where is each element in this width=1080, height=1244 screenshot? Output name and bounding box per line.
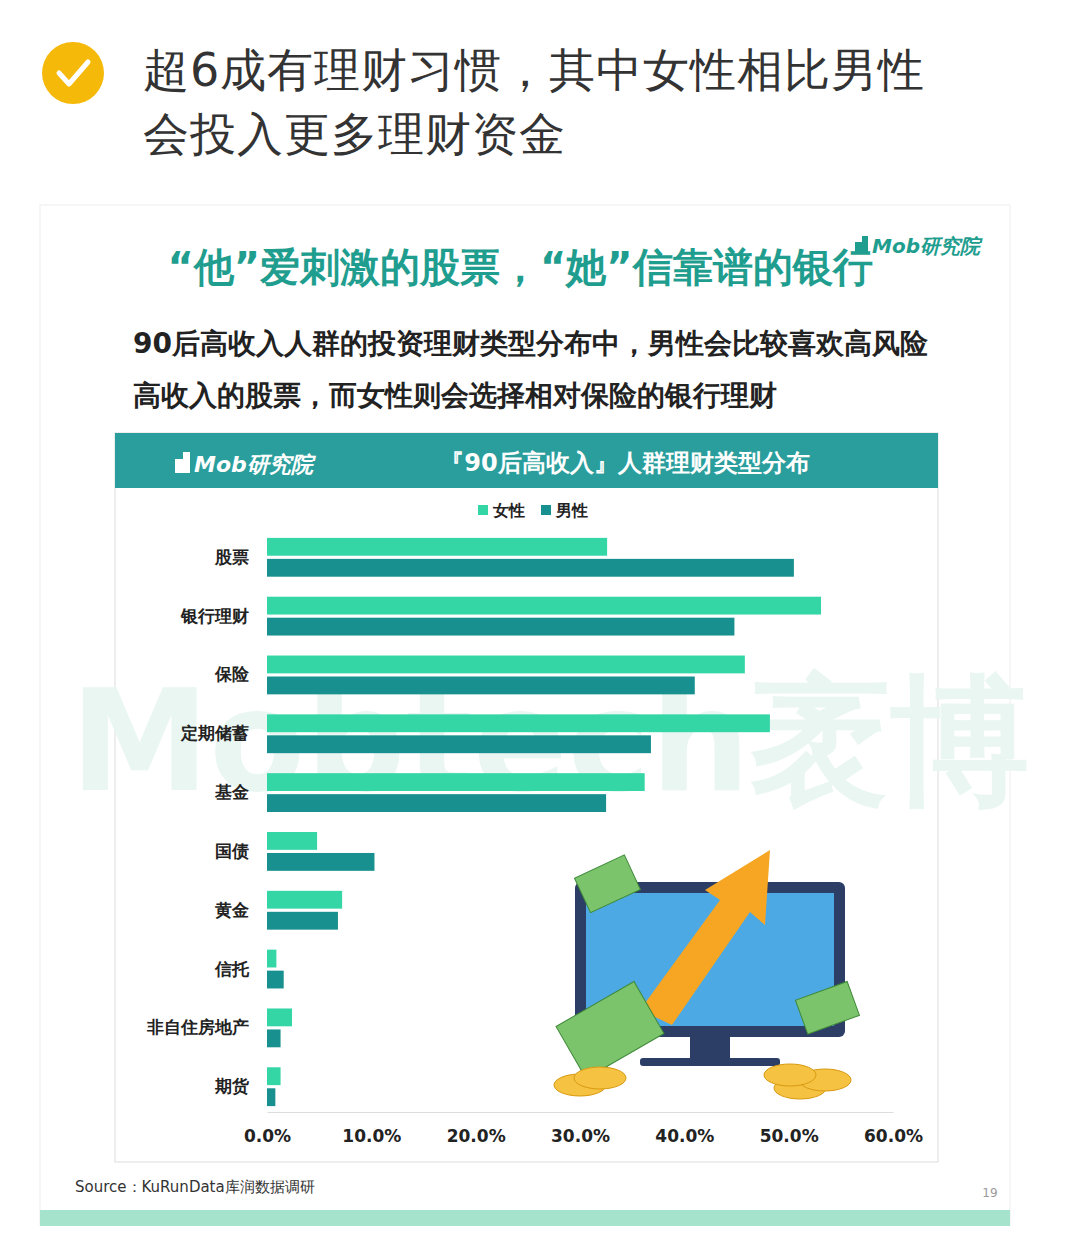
y-tick: 黄金 [214, 900, 267, 920]
check-mark [59, 62, 88, 84]
y-tick: 国债 [215, 841, 267, 861]
page-header: 超6成有理财习惯，其中女性相比男性会投入更多理财资金 [143, 38, 943, 166]
bar [267, 559, 794, 577]
card-logo: Mob研究院 [855, 234, 983, 258]
y-tick-label: 保险 [214, 664, 250, 684]
bill [574, 855, 640, 913]
bar [267, 597, 821, 615]
y-tick: 股票 [214, 547, 267, 567]
chart-logo: Mob研究院 [175, 452, 316, 477]
page-canvas: Mob研究院Mob研究院『90后高收入』人群理财类型分布Mobtech袤博0.0… [0, 0, 1080, 1244]
page-number: 19 [982, 1186, 997, 1200]
bar [267, 1029, 281, 1047]
monitor-base [640, 1058, 780, 1066]
y-tick-label: 定期储蓄 [180, 723, 249, 743]
brand-text: Mob研究院 [872, 234, 983, 258]
chart-title: 『90后高收入』人群理财类型分布 [440, 449, 809, 477]
bar [267, 891, 342, 909]
bar [267, 794, 606, 812]
y-tick-label: 期货 [214, 1076, 250, 1096]
check-icon [42, 42, 104, 104]
bar [267, 618, 734, 636]
x-tick: 20.0% [447, 1112, 506, 1146]
x-tick-label: 30.0% [551, 1126, 610, 1146]
y-tick: 信托 [214, 958, 267, 978]
source: Source：KuRunData库润数据调研 [75, 1178, 315, 1196]
y-tick-label: 国债 [215, 841, 249, 861]
brand-text: Mob研究院 [194, 452, 316, 477]
legend-label: 女性 [492, 501, 525, 520]
bill [795, 982, 859, 1035]
y-tick: 期货 [214, 1076, 267, 1096]
x-tick-label: 20.0% [447, 1126, 506, 1146]
watermark: Mobtech袤博 [70, 660, 1030, 823]
y-tick: 非自住房地产 [146, 1017, 267, 1037]
y-axis-line [267, 533, 268, 1113]
bar [267, 912, 338, 930]
coin [764, 1064, 816, 1086]
bar [267, 1008, 292, 1026]
illustration [554, 850, 859, 1099]
coin [574, 1067, 626, 1089]
x-axis: 0.0% 10.0% 20.0% 30.0% 40.0% 50.0% 60.0% [244, 1112, 923, 1146]
y-tick: 保险 [214, 664, 267, 684]
bar [267, 538, 607, 556]
bar [267, 853, 374, 871]
y-tick-label: 非自住房地产 [146, 1017, 249, 1037]
arrow [640, 850, 770, 1025]
bar [267, 832, 317, 850]
legend-swatch [541, 505, 551, 515]
x-tick-label: 0.0% [244, 1126, 291, 1146]
chart-header-bar [115, 433, 938, 488]
y-tick-label: 基金 [214, 782, 249, 802]
bar [267, 950, 276, 968]
legend: 女性 男性 [478, 501, 588, 520]
y-tick: 银行理财 [180, 606, 267, 626]
monitor-stand [690, 1037, 730, 1059]
bar [267, 656, 745, 674]
bar [267, 773, 645, 791]
y-tick-label: 银行理财 [180, 606, 249, 626]
x-tick: 50.0% [760, 1112, 819, 1146]
bar [267, 1088, 275, 1106]
y-tick: 定期储蓄 [180, 723, 267, 743]
y-tick-label: 股票 [214, 547, 249, 567]
y-tick-label: 信托 [214, 958, 250, 978]
bar [267, 735, 651, 753]
check-circle [42, 42, 104, 104]
x-tick-label: 50.0% [760, 1126, 819, 1146]
bar [267, 677, 695, 695]
card-title: “他”爱刺激的股票，“她”信靠谱的银行 [40, 240, 1000, 295]
x-tick-label: 60.0% [864, 1126, 923, 1146]
x-tick: 10.0% [342, 1112, 401, 1146]
x-tick: 0.0% [244, 1112, 291, 1146]
y-tick-label: 黄金 [214, 900, 249, 920]
x-axis-line [268, 1112, 894, 1113]
y-axis: 股票银行理财保险定期储蓄基金国债黄金信托非自住房地产期货 [146, 533, 268, 1113]
logo-icon [175, 452, 190, 473]
legend-swatch [478, 505, 488, 515]
bar [267, 971, 284, 989]
x-tick-label: 10.0% [342, 1126, 401, 1146]
x-tick: 60.0% [864, 1112, 923, 1146]
bar [267, 1067, 281, 1085]
x-tick-label: 40.0% [655, 1126, 714, 1146]
bar [267, 714, 770, 732]
legend-label: 男性 [555, 501, 588, 520]
bill [556, 982, 664, 1079]
card-subtitle: 90后高收入人群的投资理财类型分布中，男性会比较喜欢高风险高收入的股票，而女性则… [133, 318, 933, 422]
y-tick: 基金 [214, 782, 267, 802]
x-tick: 40.0% [655, 1112, 714, 1146]
x-tick: 30.0% [551, 1112, 610, 1146]
card-bottom-strip [40, 1210, 1010, 1226]
